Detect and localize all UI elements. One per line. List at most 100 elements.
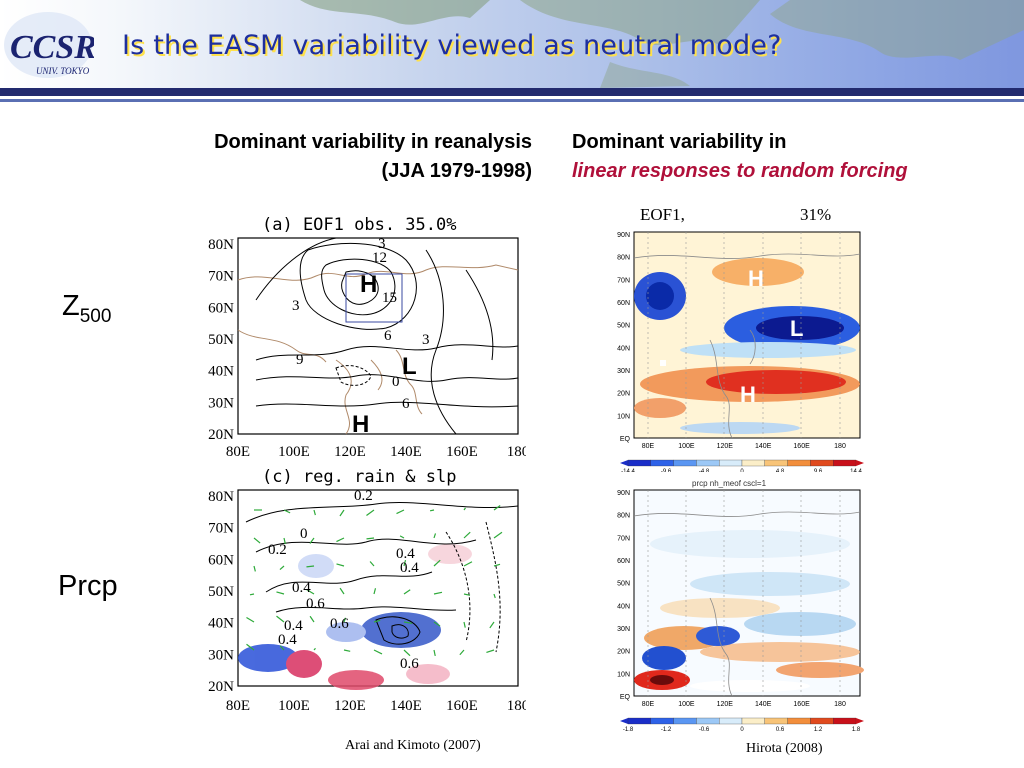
panel-c-title: (c) reg. rain & slp: [262, 467, 456, 487]
panel-c-wind-arrow: [373, 619, 381, 623]
panel-c-wind-arrow: [463, 531, 471, 539]
panel-c-wind-arrow: [493, 563, 501, 567]
panel-c-wind-arrow: [463, 621, 466, 628]
panel-a-lon-tick-4: 160E: [446, 444, 478, 460]
panel-a-contour-label-2: 15: [382, 290, 397, 306]
panel-c-wind-arrow: [373, 588, 377, 595]
panel-c-wind-arrow: [306, 588, 315, 595]
panel-c-wind-arrow: [366, 509, 375, 516]
panel-b-lon-tick-4: 160E: [793, 443, 810, 450]
panel-a-lat-tick-2: 60N: [208, 300, 234, 316]
panel-c-contour-label-6: 0.6: [306, 596, 325, 612]
panel-c-wind-arrow: [366, 537, 375, 540]
panel-c-wind-arrow: [343, 649, 351, 652]
panel-a-lat-tick-4: 40N: [208, 364, 234, 380]
panel-b-colorbar-label-5: 9.6: [814, 469, 823, 472]
panel-b-lat-tick-9: EQ: [620, 436, 631, 443]
panel-c-wind-arrow: [309, 615, 315, 623]
panel-d-lon-tick-3: 140E: [755, 701, 772, 708]
panel-d-lon-tick-5: 180: [834, 701, 846, 708]
panel-d-colorbar-label-3: 0: [740, 727, 744, 733]
panel-d-lon-tick-4: 160E: [793, 701, 810, 708]
panel-d-lat-tick-3: 60N: [617, 558, 630, 565]
panel-b-colorbar-label-3: 0: [740, 469, 744, 472]
panel-c-wind-arrow: [463, 593, 471, 596]
right-heading-line1: Dominant variability in: [572, 131, 787, 153]
panel-d-lat-tick-2: 70N: [617, 535, 630, 542]
panel-a-contour-label-5: 3: [422, 332, 430, 348]
panel-d-colorbar-label-6: 1.8: [852, 727, 861, 733]
panel-c-contour-label-2: 0.2: [268, 542, 287, 558]
panel-c-wind-arrow: [403, 589, 411, 595]
panel-c-wind-arrow: [253, 537, 261, 544]
panel-a-marker-1: L: [402, 353, 417, 380]
panel-b-lon-tick-3: 140E: [755, 443, 772, 450]
panel-d-lat-tick-4: 50N: [617, 581, 630, 588]
panel-d-colorbar-label-0: -1.8: [623, 727, 634, 733]
panel-c-lat-tick-2: 60N: [208, 552, 234, 568]
panel-a-lon-tick-1: 100E: [278, 444, 310, 460]
panel-c-contour-label-0: 0.2: [354, 488, 373, 504]
panel-a-lon-tick-2: 120E: [334, 444, 366, 460]
panel-c-contour-label-7: 0.4: [284, 618, 303, 634]
panel-d-colorbar-label-5: 1.2: [814, 727, 823, 733]
panel-c-wind-arrow: [399, 535, 405, 539]
panel-a-lat-tick-0: 80N: [208, 237, 234, 253]
panel-d-colorbar-label-2: -0.6: [699, 727, 710, 733]
panel-b-title-left: EOF1,: [640, 205, 685, 224]
panel-a-lat-tick-3: 50N: [208, 332, 234, 348]
panel-a-title: (a) EOF1 obs. 35.0%: [262, 215, 456, 235]
panel-c-wind-arrow: [279, 565, 285, 571]
panel-b-marker-2: H: [740, 382, 756, 407]
panel-d-lon-tick-0: 80E: [642, 701, 655, 708]
panel-d-colorbar-label-4: 0.6: [776, 727, 785, 733]
panel-b-lat-tick-7: 20N: [617, 391, 630, 398]
panel-a-contour-label-3: 3: [292, 298, 300, 314]
world-map-banner: [300, 0, 1024, 88]
panel-a-contour-label-8: 6: [402, 396, 410, 412]
panel-c-wind-arrow: [339, 587, 345, 595]
panel-d-lat-tick-6: 30N: [617, 626, 630, 633]
panel-a-contour-label-7: 0: [392, 374, 400, 390]
panel-d-lat-tick-8: 10N: [617, 671, 630, 678]
left-column-heading: Dominant variability in reanalysis (JJA …: [214, 128, 532, 186]
panel-c-lon-tick-2: 120E: [334, 698, 366, 714]
panel-b-marker-1: L: [790, 316, 803, 341]
logo-text: CCSR: [10, 29, 94, 66]
panel-b-lon-tick-0: 80E: [642, 443, 655, 450]
panel-c-contour-label-3: 0.4: [396, 546, 415, 562]
panel-b-marker-0: H: [748, 266, 764, 291]
panel-c-contour-label-5: 0.4: [292, 580, 311, 596]
left-heading-line1: Dominant variability in reanalysis: [214, 131, 532, 153]
panel-c-wind-arrow: [493, 504, 501, 511]
right-column-heading: Dominant variability in linear responses…: [572, 128, 908, 186]
slide-header: [0, 0, 1024, 88]
panel-b-colorbar-label-0: -14.4: [621, 469, 635, 472]
logo-subtext: UNIV. TOKYO: [36, 66, 90, 76]
panel-c-wind-arrow: [433, 591, 443, 595]
panel-c-lat-tick-5: 30N: [208, 647, 234, 663]
panel-d-lat-tick-5: 40N: [617, 603, 630, 610]
panel-c-wind-arrow: [373, 649, 383, 655]
panel-d-lat-tick-9: EQ: [620, 694, 631, 701]
panel-c-wind-arrow: [309, 537, 315, 544]
panel-d-lon-tick-2: 120E: [717, 701, 734, 708]
panel-a-lat-tick-5: 30N: [208, 395, 234, 411]
panel-c-lon-tick-0: 80E: [226, 698, 250, 714]
panel-c-wind-arrow: [493, 531, 503, 539]
panel-c-lat-tick-3: 50N: [208, 584, 234, 600]
panel-c-wind-arrow: [459, 649, 465, 656]
panel-c-wind-arrow: [313, 647, 316, 651]
panel-c-lat-tick-1: 70N: [208, 521, 234, 537]
panel-c-wind-arrow: [306, 565, 315, 568]
panel-d-title: prcp nh_meof cscl=1: [692, 479, 767, 488]
panel-c-wind-arrow: [246, 643, 255, 651]
panel-a-lat-tick-1: 70N: [208, 269, 234, 285]
panel-b-lat-tick-6: 30N: [617, 368, 630, 375]
citation-left: Arai and Kimoto (2007): [345, 738, 481, 753]
panel-a-contour-label-4: 6: [384, 328, 392, 344]
panel-c-wind-arrow: [433, 621, 441, 627]
row-label-prcp: Prcp: [58, 570, 118, 602]
panel-b-lon-tick-2: 120E: [717, 443, 734, 450]
